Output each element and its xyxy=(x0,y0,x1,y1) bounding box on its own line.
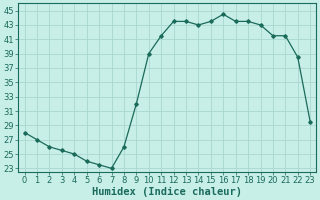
X-axis label: Humidex (Indice chaleur): Humidex (Indice chaleur) xyxy=(92,186,242,197)
